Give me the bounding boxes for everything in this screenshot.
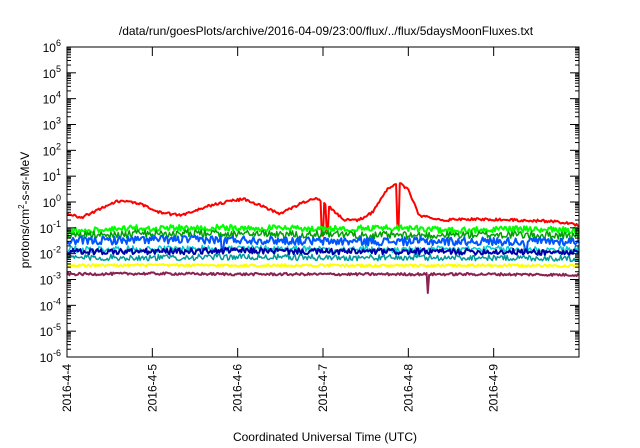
series-line-9 — [66, 271, 580, 294]
y-tick-label: 10-3 — [40, 271, 61, 288]
x-tick-label: 2016-4-8 — [401, 364, 415, 412]
ticks-layer: 10-6 10-5 10-4 10-3 10-2 10-1 100 101 102 103 104 1… — [40, 38, 579, 412]
series-line-3 — [66, 229, 580, 241]
y-tick-label: 10-6 — [40, 348, 61, 365]
y-tick-label: 104 — [43, 90, 61, 107]
x-tick-label: 2016-4-4 — [60, 364, 74, 412]
series-line-2 — [66, 223, 580, 235]
y-tick-label: 10-5 — [40, 322, 61, 339]
x-tick-label: 2016-4-5 — [145, 364, 159, 412]
y-tick-label: 105 — [43, 64, 61, 81]
y-tick-label: 10-2 — [40, 245, 61, 262]
series-line-6 — [66, 246, 580, 257]
y-tick-label: 101 — [43, 167, 61, 184]
x-axis-label: Coordinated Universal Time (UTC) — [233, 430, 417, 444]
chart-title: /data/run/goesPlots/archive/2016-04-09/2… — [119, 24, 534, 38]
y-axis-label-prefix: protons/cm — [18, 209, 32, 268]
series-line-1 — [66, 182, 579, 237]
series-line-4 — [66, 234, 580, 253]
y-axis-label-sup: 2 — [17, 204, 26, 209]
y-tick-label: 100 — [43, 193, 61, 210]
y-axis-label-suffix: -s-sr-MeV — [18, 152, 32, 205]
x-tick-label: 2016-4-7 — [316, 364, 330, 412]
series-layer — [66, 182, 580, 294]
y-axis-label: protons/cm2-s-sr-MeV — [17, 152, 32, 268]
y-tick-label: 102 — [43, 141, 61, 158]
y-tick-label: 106 — [43, 38, 61, 55]
y-tick-label: 103 — [43, 116, 61, 133]
x-tick-label: 2016-4-9 — [487, 364, 501, 412]
series-line-8 — [67, 262, 580, 268]
series-line-7 — [66, 253, 579, 263]
x-tick-label: 2016-4-6 — [231, 364, 245, 412]
y-tick-label: 10-1 — [40, 219, 61, 236]
y-tick-label: 10-4 — [40, 296, 61, 313]
plot-frame — [66, 46, 580, 358]
svg-text:protons/cm2-s-sr-MeV: protons/cm2-s-sr-MeV — [17, 152, 32, 268]
